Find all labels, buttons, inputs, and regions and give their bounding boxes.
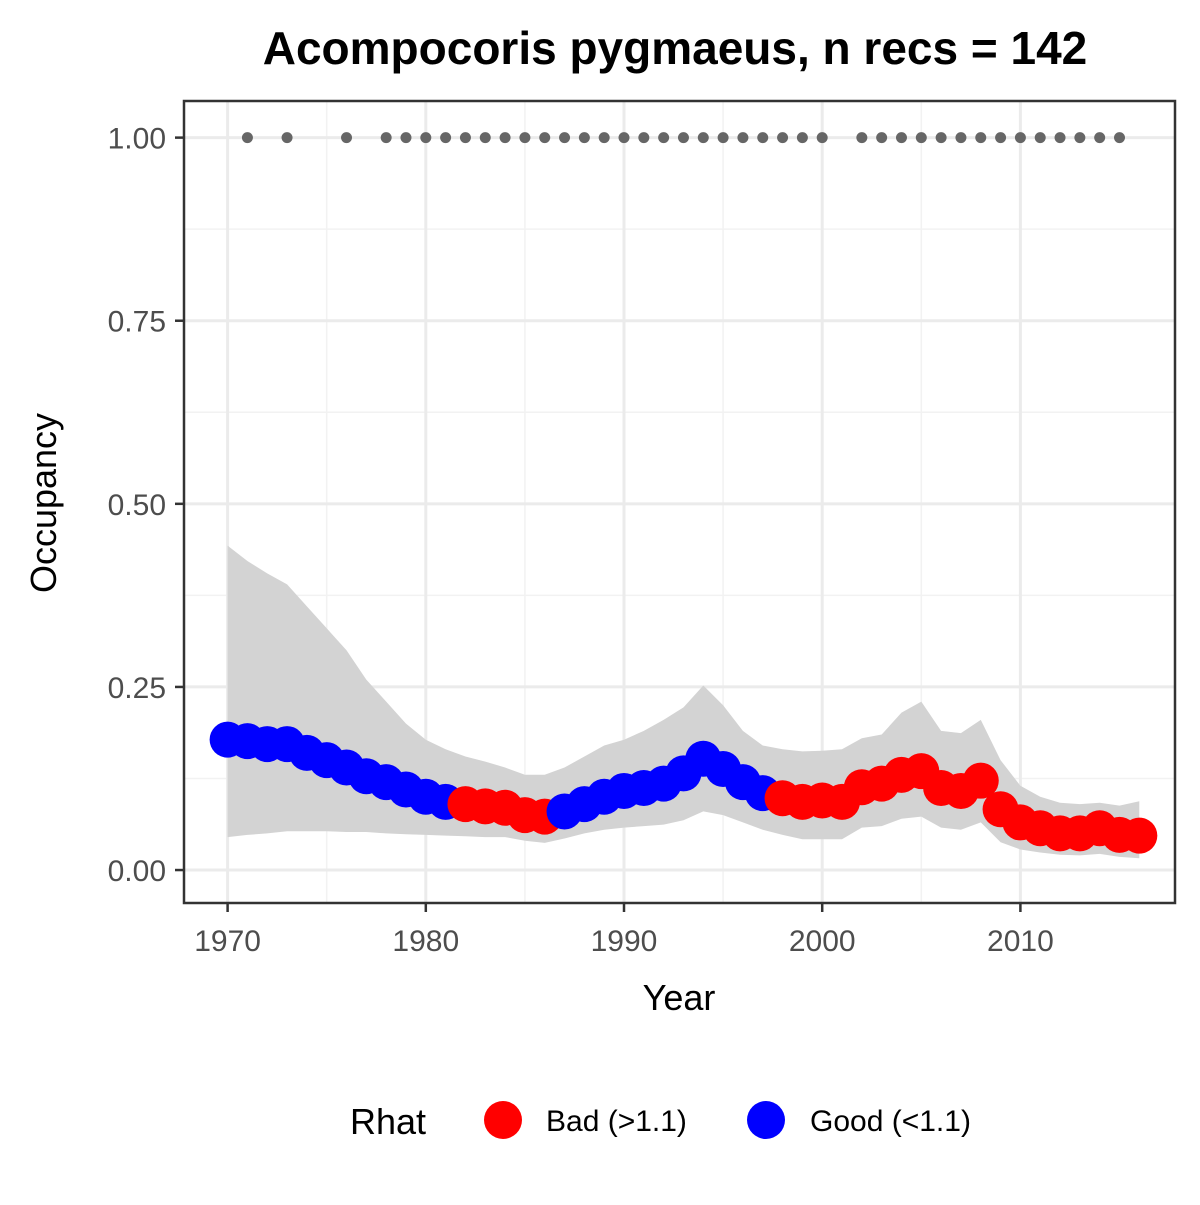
record-point: [1034, 132, 1046, 144]
record-point: [777, 132, 789, 144]
record-point: [539, 132, 551, 144]
panel-border: [182, 99, 1177, 905]
record-point: [1014, 132, 1026, 144]
x-tick-label: 1980: [392, 925, 459, 958]
record-point: [717, 132, 729, 144]
x-axis-label: Year: [643, 977, 716, 1018]
x-axis: 1970 1980 1990 2000 2010: [194, 903, 1054, 958]
y-tick-label: 0.50: [108, 489, 166, 522]
record-point: [658, 132, 670, 144]
panel-border-rect: [182, 99, 1177, 905]
chart-title: Acompocoris pygmaeus, n recs = 142: [263, 22, 1088, 74]
record-point: [479, 132, 491, 144]
x-tick-label: 1990: [591, 925, 658, 958]
record-point: [1074, 132, 1086, 144]
legend: Rhat Bad (>1.1) Good (<1.1): [350, 1101, 971, 1142]
record-point: [895, 132, 907, 144]
record-point: [1054, 132, 1066, 144]
record-point: [400, 132, 412, 144]
record-point: [341, 132, 353, 144]
legend-key-good: [747, 1101, 785, 1139]
record-point: [677, 132, 689, 144]
record-point: [380, 132, 392, 144]
legend-title: Rhat: [350, 1101, 426, 1142]
record-point: [420, 132, 432, 144]
occupancy-point: [1121, 817, 1158, 854]
y-tick-label: 1.00: [108, 123, 166, 156]
record-point: [281, 132, 293, 144]
legend-key-bad: [484, 1101, 522, 1139]
legend-label-bad: Bad (>1.1): [546, 1105, 687, 1138]
occupancy-points: [209, 721, 1158, 854]
record-point: [935, 132, 947, 144]
record-point: [1114, 132, 1126, 144]
record-point: [459, 132, 471, 144]
record-point: [955, 132, 967, 144]
y-axis: 0.00 0.25 0.50 0.75 1.00: [108, 123, 184, 888]
record-point: [618, 132, 630, 144]
x-tick-label: 1970: [194, 925, 261, 958]
record-points: [241, 132, 1126, 144]
record-point: [757, 132, 769, 144]
record-point: [737, 132, 749, 144]
record-point: [519, 132, 531, 144]
record-point: [856, 132, 868, 144]
record-point: [915, 132, 927, 144]
record-point: [440, 132, 452, 144]
record-point: [975, 132, 987, 144]
record-point: [499, 132, 511, 144]
record-point: [995, 132, 1007, 144]
y-tick-label: 0.75: [108, 306, 166, 339]
record-point: [578, 132, 590, 144]
record-point: [1094, 132, 1106, 144]
y-axis-label: Occupancy: [23, 413, 64, 593]
occupancy-point: [962, 762, 999, 799]
record-point: [876, 132, 888, 144]
legend-label-good: Good (<1.1): [810, 1105, 971, 1138]
x-tick-label: 2010: [987, 925, 1054, 958]
x-tick-label: 2000: [789, 925, 856, 958]
record-point: [598, 132, 610, 144]
record-point: [796, 132, 808, 144]
record-point: [241, 132, 253, 144]
record-point: [638, 132, 650, 144]
record-point: [816, 132, 828, 144]
record-point: [697, 132, 709, 144]
y-tick-label: 0.25: [108, 672, 166, 705]
y-tick-label: 0.00: [108, 855, 166, 888]
record-point: [559, 132, 571, 144]
